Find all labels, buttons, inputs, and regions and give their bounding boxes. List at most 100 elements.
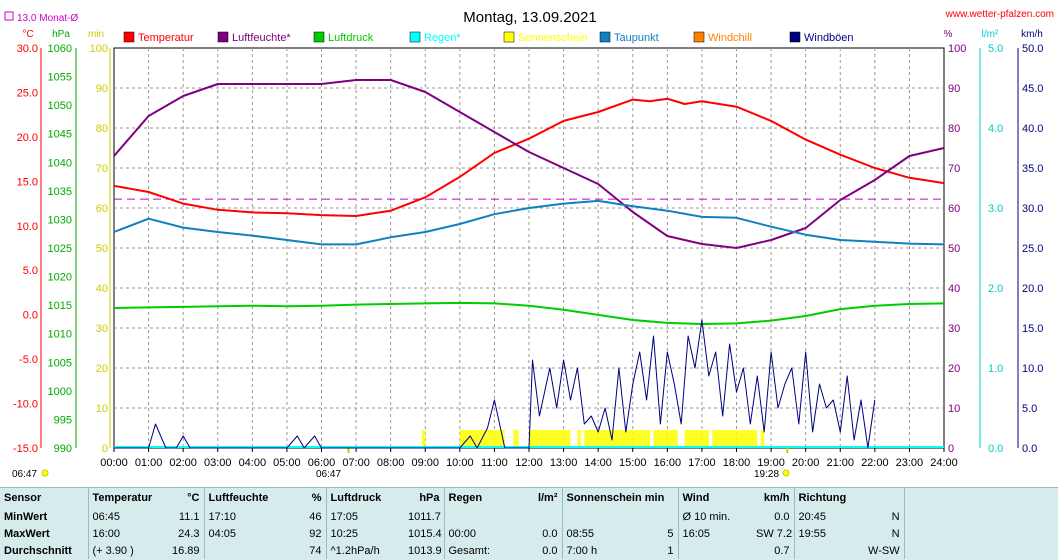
- summary-cell-dir-time: 20:45: [793, 508, 865, 525]
- unit-min: min: [88, 29, 104, 40]
- chart-grid: [113, 47, 945, 449]
- sunshine-bar: [421, 430, 426, 448]
- legend-label: Temperatur: [138, 32, 194, 44]
- x-tick-label: 08:00: [377, 457, 405, 469]
- summary-cell-wind-time: [677, 542, 753, 559]
- pressure-tick-label: 1040: [48, 157, 72, 169]
- series-windben: [114, 319, 876, 449]
- pressure-tick-label: 990: [54, 443, 72, 455]
- x-tick-label: 01:00: [135, 457, 163, 469]
- summary-cell-rain-time: 00:00: [443, 525, 514, 542]
- summary-panel: Sensor Temperatur °C Luftfeuchte % Luftd…: [0, 487, 1058, 560]
- monthly-avg-marker-icon: [4, 11, 14, 21]
- summary-cell-temp-time: 16:00: [87, 525, 158, 542]
- series-lines: [113, 79, 945, 449]
- summary-cell-sun-val: [634, 508, 678, 525]
- weather-chart: 00:00 01:00 02:00 03:00 04:00 05:00 06:00 07:00…: [4, 9, 1054, 480]
- pressure-tick-label: 1015: [48, 300, 72, 312]
- summary-cell-wind-time: 16:05: [677, 525, 753, 542]
- x-tick-label: 07:00: [342, 457, 370, 469]
- summary-cell-sun-time: 08:55: [561, 525, 634, 542]
- wind-tick-label: 50.0: [1022, 43, 1043, 55]
- temp-tick-label: 25.0: [17, 87, 38, 99]
- header-dir: Richtung: [793, 488, 865, 508]
- summary-cell-label: Durchschnitt: [4, 544, 72, 557]
- humidity-tick-label: 60: [948, 203, 960, 215]
- pressure-tick-label: 1025: [48, 243, 72, 255]
- rain-tick-label: 4.0: [988, 123, 1003, 135]
- x-tick-label: 14:00: [584, 457, 612, 469]
- monthly-avg-label: 13.0 Monat-Ø: [17, 13, 78, 24]
- humidity-tick-label: 40: [948, 283, 960, 295]
- sunshine-bar: [577, 430, 581, 448]
- x-tick-label: 11:00: [481, 457, 508, 469]
- unit-percent: %: [944, 29, 953, 40]
- humidity-tick-label: 100: [948, 43, 966, 55]
- summary-header-row: Sensor Temperatur °C Luftfeuchte % Luftd…: [0, 488, 1058, 508]
- humidity-tick-label: 10: [948, 403, 960, 415]
- summary-cell-press-val: 1013.9: [408, 544, 442, 557]
- sun-tick-label: 60: [96, 203, 108, 215]
- wind-tick-label: 10.0: [1022, 363, 1043, 375]
- summary-cell-dir-time: 19:55: [793, 525, 865, 542]
- header-sensor: Sensor: [4, 492, 42, 504]
- summary-cell-temp-val: 11.1: [178, 510, 200, 523]
- temp-tick-label: -15.0: [13, 443, 38, 455]
- summary-cell-dir-val: N: [891, 510, 900, 523]
- summary-row: MinWert 06:45 11.1 17:10 46 17:05 1011.7 Ø 10 m…: [0, 508, 1058, 525]
- legend-swatch: [409, 31, 421, 43]
- sun-tick-label: 50: [96, 243, 108, 255]
- header-temp: Temperatur: [87, 488, 158, 508]
- summary-cell-press-time: 17:05: [325, 508, 404, 525]
- legend-label: Luftfeuchte*: [232, 32, 291, 44]
- site-url[interactable]: www.wetter-pfalzen.com: [945, 9, 1054, 20]
- rain-tick-label: 1.0: [988, 363, 1003, 375]
- series-taupunkt: [113, 199, 945, 246]
- summary-cell-rain-val: [514, 508, 562, 525]
- legend-swatch: [599, 31, 611, 43]
- pressure-tick-label: 1060: [48, 43, 72, 55]
- sunshine-bar: [684, 430, 709, 448]
- x-tick-label: 21:00: [826, 457, 854, 469]
- summary-table: Sensor Temperatur °C Luftfeuchte % Luftd…: [0, 488, 1058, 559]
- sun-tick-label: 90: [96, 83, 108, 95]
- sun-tick-label: 10: [96, 403, 108, 415]
- legend-swatch: [123, 31, 135, 43]
- summary-row: MaxWert 16:00 24.3 04:05 92 10:25 1015.4 00:00 0…: [0, 525, 1058, 542]
- summary-cell-hum-time: 17:10: [203, 508, 274, 525]
- sunshine-bar: [653, 430, 678, 448]
- x-tick-label: 05:00: [273, 457, 301, 469]
- summary-cell-sun-val: 1: [667, 544, 674, 557]
- rain-tick-label: 5.0: [988, 43, 1003, 55]
- temp-tick-label: 0.0: [23, 310, 38, 322]
- pressure-tick-label: 1045: [48, 129, 72, 141]
- temp-tick-label: -10.0: [13, 399, 38, 411]
- series-luftdruck: [113, 301, 945, 325]
- temp-tick-label: -5.0: [19, 354, 38, 366]
- summary-cell-rain-val: 0.0: [542, 544, 558, 557]
- legend-label: Luftdruck: [328, 32, 374, 44]
- x-tick-label: 18:00: [723, 457, 751, 469]
- summary-cell-hum-val: 46: [309, 510, 322, 523]
- header-hum-unit: %: [311, 492, 322, 504]
- humidity-tick-label: 50: [948, 243, 960, 255]
- header-temp-unit: °C: [187, 492, 200, 504]
- wind-tick-label: 15.0: [1022, 323, 1043, 335]
- header-rain-unit: l/m²: [537, 492, 558, 504]
- summary-cell-temp-time: (+ 3.90 ): [87, 542, 158, 559]
- unit-hpa: hPa: [52, 29, 70, 40]
- legend-label: Regen*: [424, 32, 461, 44]
- legend-label: Windchill: [708, 32, 752, 44]
- rain-tick-label: 0.0: [988, 443, 1003, 455]
- x-tick-label: 23:00: [896, 457, 924, 469]
- pressure-tick-label: 1010: [48, 329, 72, 341]
- pressure-tick-label: 1020: [48, 272, 72, 284]
- summary-cell-rain-val: 0.0: [542, 527, 558, 540]
- legend-swatch: [503, 31, 515, 43]
- unit-lm2: l/m²: [982, 29, 999, 40]
- humidity-tick-label: 20: [948, 363, 960, 375]
- legend-swatch: [217, 31, 229, 43]
- x-tick-label: 09:00: [411, 457, 439, 469]
- x-tick-label: 24:00: [930, 457, 958, 469]
- sun-tick-label: 80: [96, 123, 108, 135]
